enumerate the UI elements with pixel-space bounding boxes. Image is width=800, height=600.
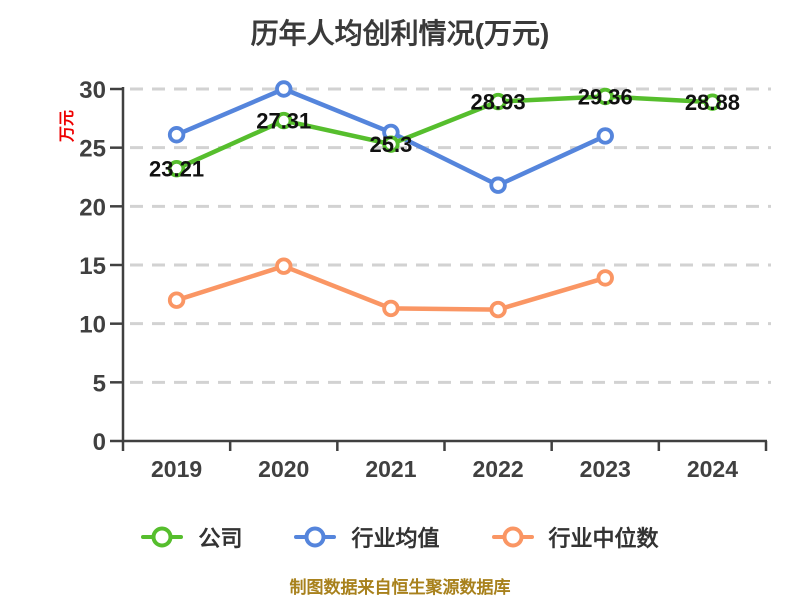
data-label-company: 23.21 xyxy=(149,157,204,182)
data-point-industry-average xyxy=(596,127,614,145)
data-point-industry-average xyxy=(489,176,507,194)
legend: 公司 行业均值 行业中位数 xyxy=(0,521,800,553)
y-tick-label: 15 xyxy=(79,253,106,280)
industry-average-marker-dot xyxy=(304,526,326,548)
data-label-company: 25.3 xyxy=(370,132,413,157)
data-label-company: 28.93 xyxy=(471,90,526,115)
x-tick-label: 2022 xyxy=(472,456,523,482)
legend-label-industry-median: 行业中位数 xyxy=(548,526,659,551)
data-point-company xyxy=(167,159,186,178)
y-tick-label: 20 xyxy=(79,194,106,221)
x-tick-label: 2023 xyxy=(580,456,631,482)
x-tick-label: 2019 xyxy=(151,456,202,482)
series-line-company xyxy=(174,94,715,171)
x-tick-label: 2024 xyxy=(687,456,738,482)
y-tick-label: 10 xyxy=(79,312,106,339)
company-series-marker-icon xyxy=(141,525,184,549)
data-point-company xyxy=(703,93,722,111)
legend-item-industry-average: 行业均值 xyxy=(294,521,440,553)
legend-label-company: 公司 xyxy=(198,526,243,551)
y-tick-label: 30 xyxy=(79,77,106,104)
data-label-company: 29.36 xyxy=(578,85,633,110)
company-marker-dot xyxy=(151,526,173,548)
industry-median-marker-dot xyxy=(502,526,523,548)
data-label-company: 27.31 xyxy=(256,109,311,134)
data-point-industry-median xyxy=(167,291,186,309)
data-point-company xyxy=(382,135,400,153)
industry-average-series-marker-icon xyxy=(294,525,337,549)
data-source-note: 制图数据来自恒生聚源数据库 xyxy=(289,578,511,597)
data-point-company xyxy=(489,92,507,111)
legend-item-industry-median: 行业中位数 xyxy=(491,521,659,553)
chart-title: 历年人均创利情况(万元) xyxy=(250,18,550,49)
industry-median-series-marker-icon xyxy=(491,525,534,549)
legend-item-company: 公司 xyxy=(141,521,242,553)
data-point-industry-average xyxy=(167,126,186,144)
x-tick-label: 2020 xyxy=(258,456,309,482)
data-point-industry-average xyxy=(275,80,293,98)
y-tick-label: 0 xyxy=(93,429,106,456)
y-tick-label: 5 xyxy=(93,370,106,397)
data-point-industry-median xyxy=(275,257,293,275)
legend-label-industry-average: 行业均值 xyxy=(351,526,440,551)
data-point-company xyxy=(275,111,293,130)
data-point-industry-median xyxy=(382,299,400,318)
x-tick-label: 2021 xyxy=(365,456,416,482)
data-point-industry-median xyxy=(596,269,614,287)
data-label-company: 28.88 xyxy=(685,90,740,115)
data-point-company xyxy=(596,87,614,106)
data-point-industry-median xyxy=(489,300,507,319)
y-tick-label: 25 xyxy=(79,136,106,163)
